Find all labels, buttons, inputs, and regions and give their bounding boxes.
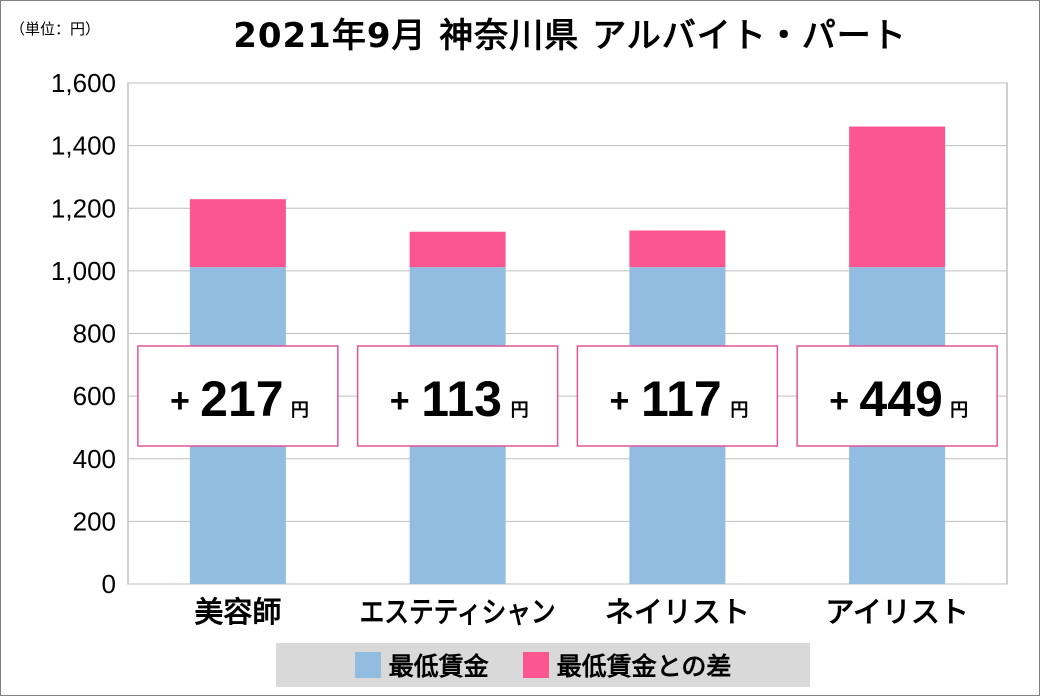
callout-unit: 円: [511, 400, 529, 421]
callout-unit: 円: [950, 400, 968, 421]
y-tick-label: 1,200: [51, 193, 116, 223]
y-tick-label: 1,000: [51, 256, 116, 286]
y-tick-label: 600: [73, 381, 116, 411]
difference-callout: +113 円: [356, 345, 559, 447]
difference-callout: +217 円: [137, 345, 339, 447]
y-tick-label: 400: [73, 444, 116, 474]
unit-note: （単位：円）: [10, 20, 101, 38]
legend-swatch-base: [354, 652, 381, 678]
bar-diff: [189, 199, 286, 268]
bar-diff: [409, 231, 506, 268]
callout-unit: 円: [730, 400, 748, 421]
x-category-label: アイリスト: [825, 595, 969, 629]
bar-diff: [629, 230, 726, 268]
y-tick-label: 0: [102, 569, 116, 599]
callout-sign: +: [390, 382, 410, 420]
y-tick-label: 800: [73, 319, 116, 349]
legend-item-diff: 最低賃金との差: [522, 647, 732, 683]
legend-label-base: 最低賃金: [388, 652, 489, 681]
legend: 最低賃金 最低賃金との差: [276, 643, 810, 687]
legend-swatch-diff: [522, 652, 549, 678]
callout-value: 449: [859, 371, 942, 427]
callout-value: 113: [421, 371, 502, 427]
callout-value: 217: [200, 371, 283, 427]
callout-sign: +: [609, 382, 629, 420]
callout-unit: 円: [291, 400, 309, 421]
callout-box: [576, 345, 779, 447]
y-tick-label: 200: [73, 506, 116, 536]
legend-label-diff: 最低賃金との差: [556, 652, 732, 681]
callout-sign: +: [829, 382, 849, 420]
bar-diff: [849, 126, 946, 268]
chart-title: 2021年9月 神奈川県 アルバイト・パート: [233, 16, 907, 56]
difference-callout: +449 円: [796, 345, 998, 447]
y-tick-label: 1,600: [51, 68, 116, 98]
callout-box: [137, 345, 339, 447]
callout-box: [796, 345, 998, 447]
x-category-label: 美容師: [194, 595, 281, 629]
x-category-label: エステティシャン: [360, 595, 556, 629]
callout-box: [356, 345, 559, 447]
x-category-label: ネイリスト: [605, 595, 750, 629]
callout-value: 117: [641, 371, 722, 427]
y-tick-label: 1,400: [51, 131, 116, 161]
legend-item-base: 最低賃金: [354, 647, 489, 683]
callout-sign: +: [170, 382, 190, 420]
difference-callout: +117 円: [576, 345, 779, 447]
